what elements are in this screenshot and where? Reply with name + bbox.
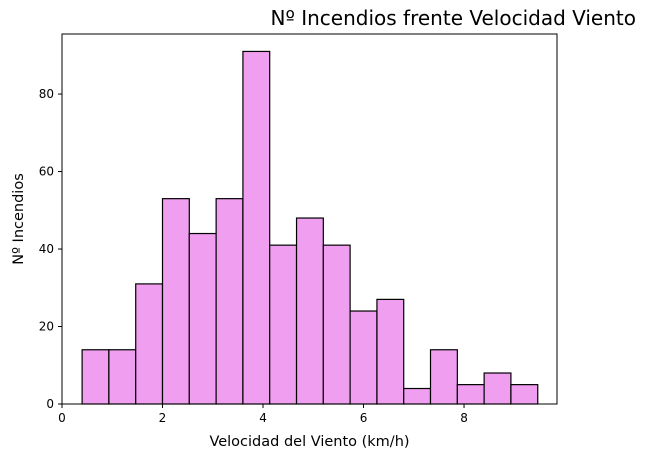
x-tick-label: 4: [259, 411, 267, 425]
y-tick-label: 80: [39, 87, 54, 101]
y-tick-label: 40: [39, 242, 54, 256]
histogram-bar: [403, 387, 432, 405]
x-tick-label: 8: [460, 411, 468, 425]
bars-group: [81, 50, 539, 405]
y-tick-label: 20: [39, 320, 54, 334]
histogram-bar: [510, 384, 539, 405]
y-tick-label: 60: [39, 165, 54, 179]
chart-title: Nº Incendios frente Velocidad Viento: [270, 6, 636, 30]
histogram-bar: [188, 232, 217, 405]
y-axis-label: Nº Incendios: [11, 173, 27, 265]
histogram-bar: [242, 50, 271, 405]
histogram-bar: [161, 198, 190, 405]
x-axis-ticks: 0 2 4 6 8: [58, 404, 468, 425]
histogram-bar: [429, 349, 458, 405]
histogram-bar: [295, 217, 324, 405]
histogram-bar: [269, 244, 298, 405]
histogram-bar: [322, 244, 351, 405]
histogram-bar: [456, 384, 485, 405]
histogram-bar: [376, 298, 405, 405]
histogram-bar: [215, 198, 244, 405]
histogram-bar: [108, 349, 137, 405]
y-tick-label: 0: [46, 397, 54, 411]
plot-frame: [61, 33, 558, 405]
histogram-bar: [349, 310, 378, 405]
x-tick-label: 2: [159, 411, 167, 425]
x-axis-label: Velocidad del Viento (km/h): [209, 434, 409, 450]
histogram-bar: [483, 372, 512, 405]
histogram-bar: [81, 349, 110, 405]
x-tick-label: 6: [360, 411, 368, 425]
y-axis-ticks: 0 20 40 60 80: [39, 87, 62, 411]
histogram-bar: [135, 283, 164, 405]
x-tick-label: 0: [58, 411, 66, 425]
